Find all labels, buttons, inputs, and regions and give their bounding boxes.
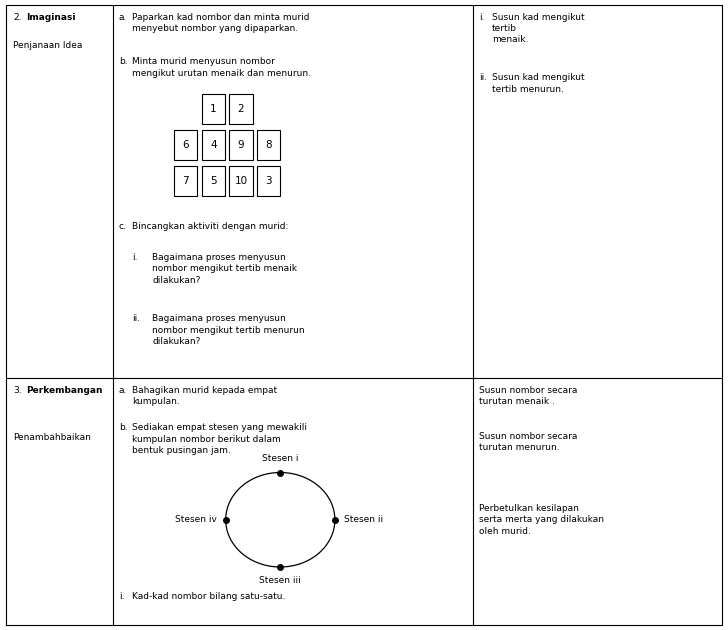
Text: Susun kad mengikut
tertib
menaik.: Susun kad mengikut tertib menaik. bbox=[492, 13, 585, 45]
Text: 3.: 3. bbox=[13, 386, 22, 394]
Text: b.: b. bbox=[119, 423, 127, 432]
Text: Kad-kad nombor bilang satu-satu.: Kad-kad nombor bilang satu-satu. bbox=[132, 592, 285, 601]
Text: c.: c. bbox=[119, 222, 127, 231]
Text: Stesen iv: Stesen iv bbox=[175, 515, 217, 524]
Text: a.: a. bbox=[119, 386, 127, 394]
Text: 4: 4 bbox=[210, 140, 217, 150]
Text: i.: i. bbox=[119, 592, 124, 601]
Text: Bagaimana proses menyusun
nombor mengikut tertib menaik
dilakukan?: Bagaimana proses menyusun nombor mengiku… bbox=[152, 253, 297, 285]
Text: ii.: ii. bbox=[479, 73, 487, 82]
Text: 6: 6 bbox=[182, 140, 189, 150]
Text: 2.: 2. bbox=[13, 13, 22, 21]
Text: a.: a. bbox=[119, 13, 127, 21]
Text: b.: b. bbox=[119, 57, 127, 66]
Text: i.: i. bbox=[132, 253, 138, 261]
Text: Imaginasi: Imaginasi bbox=[26, 13, 76, 21]
Text: Perkembangan: Perkembangan bbox=[26, 386, 103, 394]
Text: 2: 2 bbox=[237, 104, 245, 114]
Text: Susun kad mengikut
tertib menurun.: Susun kad mengikut tertib menurun. bbox=[492, 73, 585, 93]
Text: Perbetulkan kesilapan
serta merta yang dilakukan
oleh murid.: Perbetulkan kesilapan serta merta yang d… bbox=[479, 504, 604, 536]
Text: 1: 1 bbox=[210, 104, 217, 114]
Text: 5: 5 bbox=[210, 176, 217, 186]
Text: Bahagikan murid kepada empat
kumpulan.: Bahagikan murid kepada empat kumpulan. bbox=[132, 386, 277, 406]
Text: Sediakan empat stesen yang mewakili
kumpulan nombor berikut dalam
bentuk pusinga: Sediakan empat stesen yang mewakili kump… bbox=[132, 423, 306, 455]
Text: ii.: ii. bbox=[132, 314, 140, 323]
Text: 9: 9 bbox=[237, 140, 245, 150]
Text: Susun nombor secara
turutan menaik .: Susun nombor secara turutan menaik . bbox=[479, 386, 577, 406]
Text: Stesen i: Stesen i bbox=[262, 454, 298, 463]
Text: i.: i. bbox=[479, 13, 485, 21]
Text: 7: 7 bbox=[182, 176, 189, 186]
Text: Susun nombor secara
turutan menurun.: Susun nombor secara turutan menurun. bbox=[479, 432, 577, 452]
Text: Penjanaan Idea: Penjanaan Idea bbox=[13, 41, 82, 50]
Text: Penambahbaikan: Penambahbaikan bbox=[13, 433, 91, 442]
Text: Minta murid menyusun nombor
mengikut urutan menaik dan menurun.: Minta murid menyusun nombor mengikut uru… bbox=[132, 57, 311, 77]
Text: Paparkan kad nombor dan minta murid
menyebut nombor yang dipaparkan.: Paparkan kad nombor dan minta murid meny… bbox=[132, 13, 309, 33]
Text: Stesen ii: Stesen ii bbox=[344, 515, 383, 524]
Text: 8: 8 bbox=[265, 140, 272, 150]
Text: 3: 3 bbox=[265, 176, 272, 186]
Text: Stesen iii: Stesen iii bbox=[259, 576, 301, 585]
Text: Bagaimana proses menyusun
nombor mengikut tertib menurun
dilakukan?: Bagaimana proses menyusun nombor mengiku… bbox=[152, 314, 305, 347]
Text: Bincangkan aktiviti dengan murid:: Bincangkan aktiviti dengan murid: bbox=[132, 222, 288, 231]
Text: 10: 10 bbox=[234, 176, 248, 186]
